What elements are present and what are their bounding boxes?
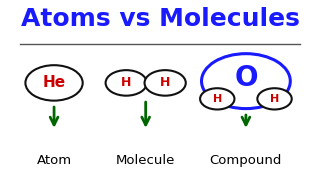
Circle shape <box>202 54 290 109</box>
Circle shape <box>25 65 83 101</box>
Text: H: H <box>160 76 170 89</box>
Circle shape <box>145 70 186 96</box>
Text: Molecule: Molecule <box>116 154 175 167</box>
Text: H: H <box>213 94 222 104</box>
Circle shape <box>106 70 147 96</box>
Text: H: H <box>270 94 279 104</box>
Text: Compound: Compound <box>210 154 282 167</box>
Text: Atoms vs Molecules: Atoms vs Molecules <box>20 7 300 31</box>
Circle shape <box>257 88 292 109</box>
Text: H: H <box>121 76 132 89</box>
Text: Atom: Atom <box>36 154 72 167</box>
Text: He: He <box>43 75 66 90</box>
Text: O: O <box>234 64 258 92</box>
Circle shape <box>200 88 235 109</box>
